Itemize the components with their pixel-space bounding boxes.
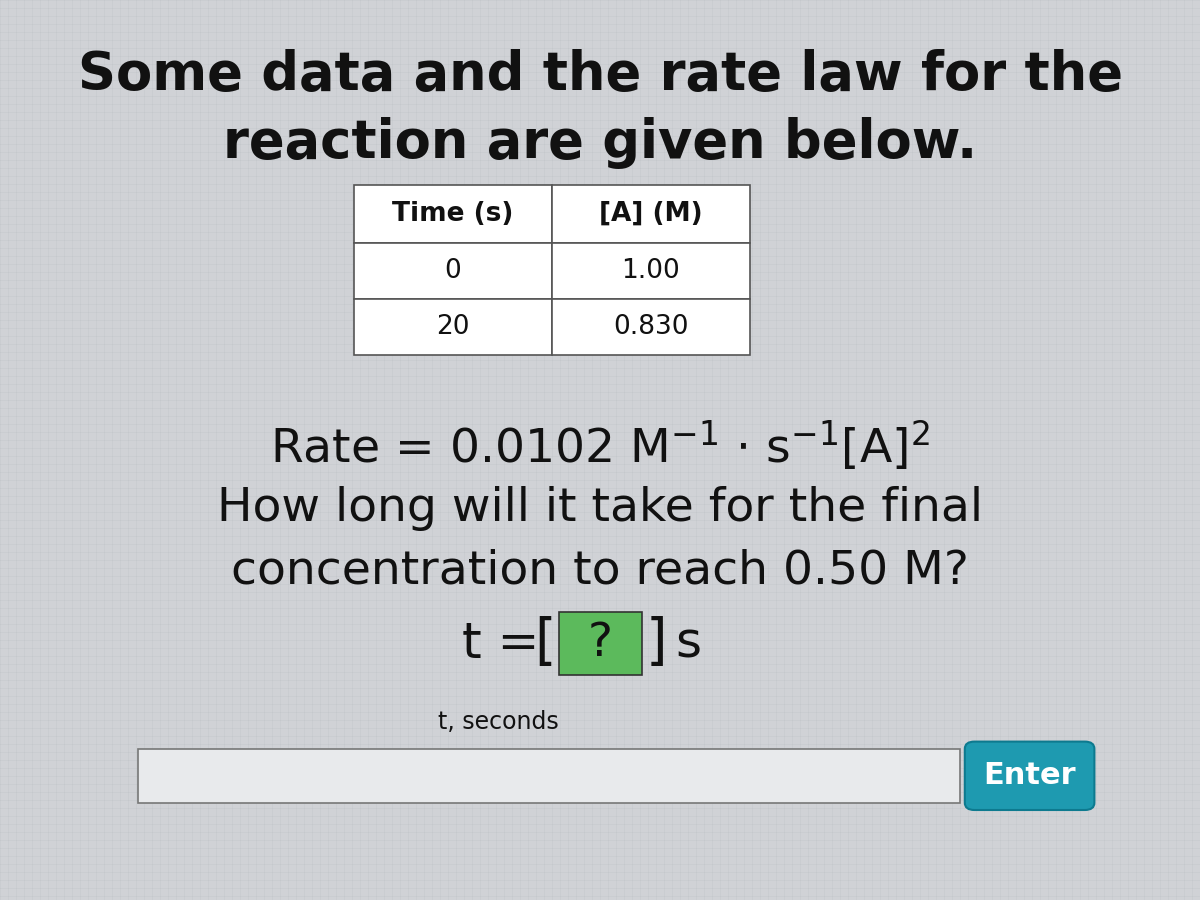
Text: Enter: Enter bbox=[983, 761, 1076, 790]
Text: 1.00: 1.00 bbox=[622, 258, 680, 284]
Text: ?: ? bbox=[588, 621, 613, 666]
Text: t, seconds: t, seconds bbox=[438, 710, 558, 734]
Bar bbox=[354, 243, 552, 299]
Bar bbox=[552, 243, 750, 299]
Text: s: s bbox=[676, 619, 702, 668]
Text: 0.830: 0.830 bbox=[613, 314, 689, 339]
FancyBboxPatch shape bbox=[559, 613, 642, 675]
Text: Rate = 0.0102 M$^{-1}$ $\cdot$ s$^{-1}$[A]$^{2}$: Rate = 0.0102 M$^{-1}$ $\cdot$ s$^{-1}$[… bbox=[270, 418, 930, 472]
Bar bbox=[552, 299, 750, 355]
Bar bbox=[552, 184, 750, 243]
Text: [A] (M): [A] (M) bbox=[599, 201, 703, 227]
Text: 20: 20 bbox=[437, 314, 469, 339]
Text: concentration to reach 0.50 M?: concentration to reach 0.50 M? bbox=[232, 549, 968, 594]
Text: Some data and the rate law for the: Some data and the rate law for the bbox=[78, 50, 1122, 102]
Text: [: [ bbox=[534, 616, 556, 670]
Bar bbox=[354, 299, 552, 355]
FancyBboxPatch shape bbox=[965, 742, 1094, 810]
Text: reaction are given below.: reaction are given below. bbox=[223, 117, 977, 169]
Bar bbox=[138, 749, 960, 803]
Bar bbox=[354, 184, 552, 243]
Text: 0: 0 bbox=[445, 258, 461, 284]
Text: t =: t = bbox=[462, 619, 556, 668]
Text: Time (s): Time (s) bbox=[392, 201, 514, 227]
Text: How long will it take for the final: How long will it take for the final bbox=[217, 486, 983, 531]
Text: ]: ] bbox=[646, 616, 667, 670]
